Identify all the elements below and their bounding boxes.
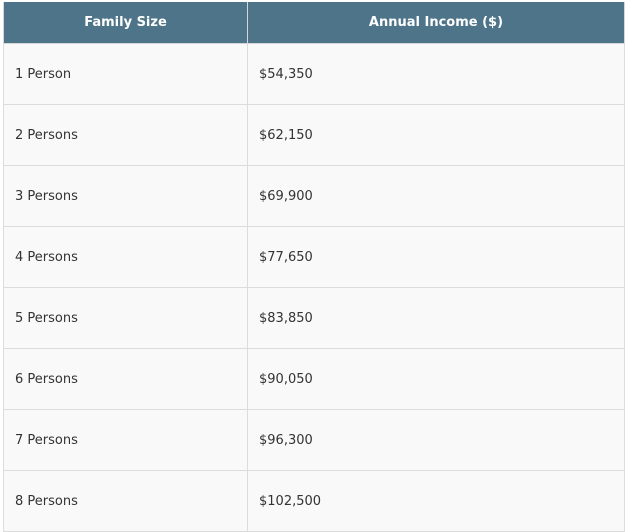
family-size-cell: 5 Persons xyxy=(3,287,248,349)
income-cell: $54,350 xyxy=(247,43,625,105)
family-size-cell: 1 Person xyxy=(3,43,248,105)
table-row: 2 Persons $62,150 xyxy=(3,104,625,166)
income-cell: $96,300 xyxy=(247,409,625,471)
family-size-cell: 4 Persons xyxy=(3,226,248,288)
table-row: 4 Persons $77,650 xyxy=(3,226,625,288)
table-body: 1 Person $54,350 2 Persons $62,150 3 Persons… xyxy=(3,43,625,532)
income-cell: $69,900 xyxy=(247,165,625,227)
family-size-cell: 2 Persons xyxy=(3,104,248,166)
family-size-cell: 7 Persons xyxy=(3,409,248,471)
table-row: 6 Persons $90,050 xyxy=(3,348,625,410)
table-row: 8 Persons $102,500 xyxy=(3,470,625,532)
table-header: Family Size Annual Income ($) xyxy=(3,2,625,44)
income-cell: $62,150 xyxy=(247,104,625,166)
header-cell: Annual Income ($) xyxy=(247,2,625,44)
income-cell: $90,050 xyxy=(247,348,625,410)
table-row: 5 Persons $83,850 xyxy=(3,287,625,349)
table-row: 3 Persons $69,900 xyxy=(3,165,625,227)
table-row: 7 Persons $96,300 xyxy=(3,409,625,471)
family-size-cell: 3 Persons xyxy=(3,165,248,227)
header-cell: Family Size xyxy=(3,2,248,44)
table-row: 1 Person $54,350 xyxy=(3,43,625,105)
family-size-cell: 6 Persons xyxy=(3,348,248,410)
header-row: Family Size Annual Income ($) xyxy=(3,2,625,44)
income-cell: $102,500 xyxy=(247,470,625,532)
income-cell: $83,850 xyxy=(247,287,625,349)
income-cell: $77,650 xyxy=(247,226,625,288)
family-size-cell: 8 Persons xyxy=(3,470,248,532)
income-table: Family Size Annual Income ($) 1 Person $5… xyxy=(3,2,625,532)
